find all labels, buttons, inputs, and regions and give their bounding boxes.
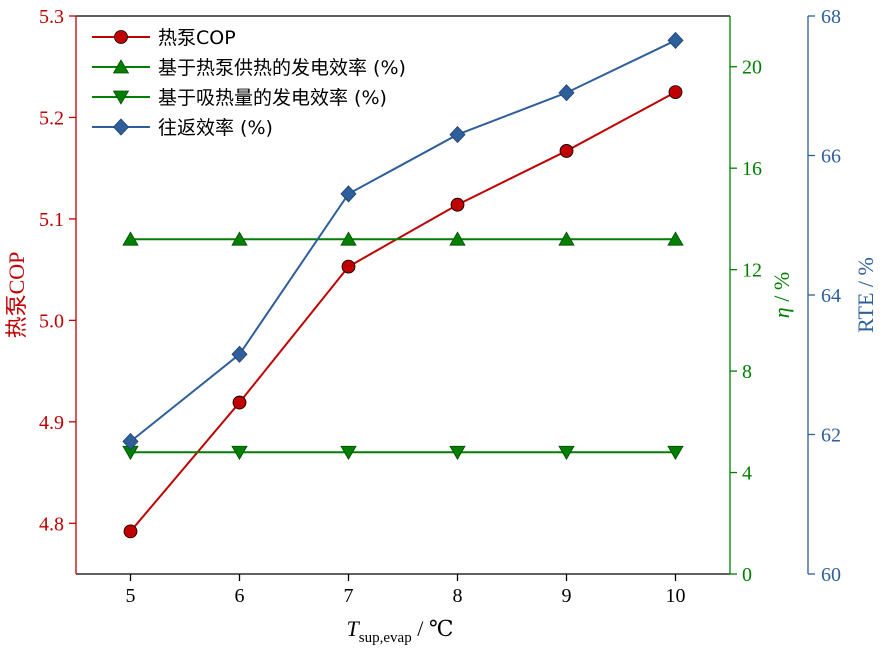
series-line-1 xyxy=(129,91,676,533)
left-tick-label: 5.3 xyxy=(39,6,64,28)
legend-item-3: 基于吸热量的发电效率 (%) xyxy=(92,87,387,109)
x-axis-title-symbol: T xyxy=(347,616,361,641)
series-1 xyxy=(123,85,683,539)
right-outer-tick-label: 60 xyxy=(821,564,841,586)
right-inner-tick-label: 0 xyxy=(742,564,752,586)
legend: 热泵COP 基于热泵供热的发电效率 (%) 基于吸热量的发电效率 (%) 往返效率 (… xyxy=(92,27,406,139)
legend-swatch-marker xyxy=(114,30,128,44)
data-point-3-3 xyxy=(340,445,357,461)
data-point-4-6 xyxy=(667,31,684,49)
series-4 xyxy=(122,31,684,451)
x-tick-label: 8 xyxy=(453,585,463,607)
data-point-2-5 xyxy=(558,231,575,246)
series-line-4 xyxy=(129,39,676,443)
series-layer xyxy=(122,31,684,539)
data-point-3-6 xyxy=(667,445,684,461)
left-tick-label: 5.1 xyxy=(39,209,64,231)
data-point-1-2 xyxy=(232,395,247,410)
legend-item-4: 往返效率 (%) xyxy=(92,117,273,139)
right-inner-axis-title-symbol: η xyxy=(769,307,794,318)
right-outer-tick-label: 68 xyxy=(821,6,841,28)
series-2 xyxy=(122,231,684,246)
data-point-1-1 xyxy=(123,524,138,539)
data-point-2-3 xyxy=(340,231,357,246)
data-point-4-5 xyxy=(558,84,575,102)
legend-label: 基于热泵供热的发电效率 (%) xyxy=(158,57,406,79)
legend-swatch-marker xyxy=(112,118,130,136)
x-tick-label: 5 xyxy=(126,585,136,607)
data-point-2-1 xyxy=(122,231,139,246)
right-outer-axis-title: RTE / % xyxy=(853,257,878,333)
data-point-2-4 xyxy=(449,231,466,246)
left-tick-label: 5.2 xyxy=(39,107,64,129)
x-tick-label: 9 xyxy=(562,585,572,607)
right-inner-tick-label: 8 xyxy=(742,361,752,383)
right-outer-tick-label: 64 xyxy=(821,285,841,307)
axes-layer: 5 6 7 8 9 10 Tsup,evap / ℃ 4.8 4.9 5.0 5.1 5.2 5.3 热泵… xyxy=(4,6,878,646)
legend-swatch-marker xyxy=(112,59,130,74)
data-point-1-4 xyxy=(450,197,465,212)
data-point-4-3 xyxy=(340,185,357,203)
left-tick-label: 5.0 xyxy=(39,310,64,332)
data-point-1-5 xyxy=(559,144,574,158)
x-axis-title: Tsup,evap / ℃ xyxy=(347,616,454,646)
left-tick-label: 4.9 xyxy=(39,412,64,434)
left-axis-title: 热泵COP xyxy=(4,252,29,339)
data-point-1-3 xyxy=(341,259,356,274)
right-outer-tick-label: 62 xyxy=(821,425,841,447)
x-axis-title-subscript: sup,evap xyxy=(359,630,412,646)
legend-item-1: 热泵COP xyxy=(92,27,236,49)
right-inner-tick-label: 4 xyxy=(742,463,752,485)
data-point-2-2 xyxy=(231,231,248,246)
data-point-3-4 xyxy=(449,445,466,461)
x-axis-title-unit: / ℃ xyxy=(412,616,454,641)
data-point-1-6 xyxy=(668,85,683,99)
series-3 xyxy=(122,445,684,461)
right-inner-axis-title-unit: / % xyxy=(769,272,794,307)
x-tick-label: 10 xyxy=(666,585,686,607)
data-point-4-4 xyxy=(449,125,466,144)
x-tick-label: 6 xyxy=(235,585,245,607)
legend-swatch-marker xyxy=(112,90,130,105)
right-inner-axis-title: η / % xyxy=(769,272,794,318)
data-point-3-5 xyxy=(558,445,575,461)
data-point-2-6 xyxy=(667,231,684,246)
legend-label: 基于吸热量的发电效率 (%) xyxy=(158,87,387,109)
left-tick-label: 4.8 xyxy=(39,513,64,535)
right-inner-tick-label: 12 xyxy=(742,260,762,282)
data-point-4-1 xyxy=(122,432,139,451)
x-tick-label: 7 xyxy=(344,585,354,607)
legend-label: 往返效率 (%) xyxy=(158,117,273,139)
right-inner-tick-label: 20 xyxy=(742,57,762,79)
legend-item-2: 基于热泵供热的发电效率 (%) xyxy=(92,57,406,79)
right-outer-tick-label: 66 xyxy=(821,146,841,168)
data-point-3-2 xyxy=(231,445,248,461)
data-point-4-2 xyxy=(231,345,248,363)
right-inner-tick-label: 16 xyxy=(742,158,762,180)
legend-label: 热泵COP xyxy=(158,27,236,49)
